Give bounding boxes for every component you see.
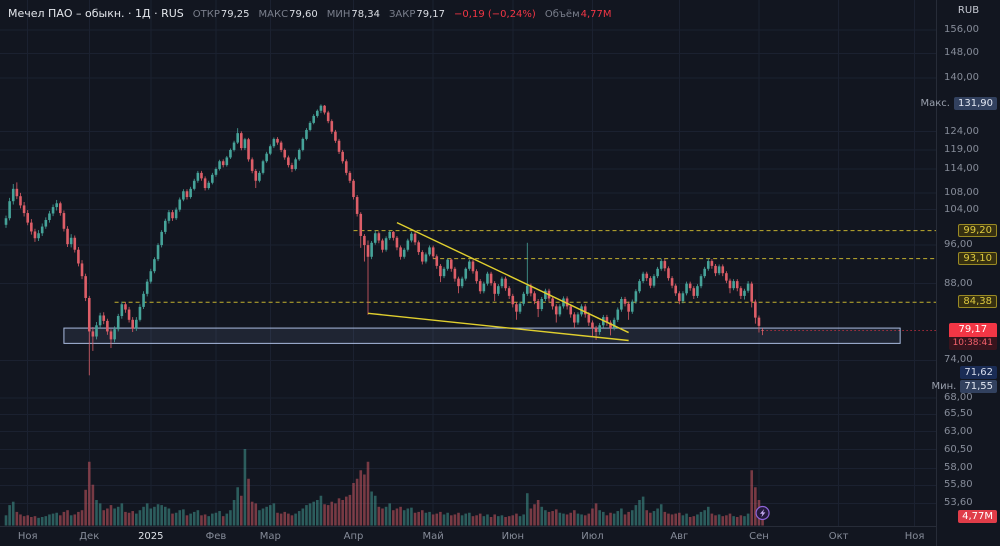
time-tick-label: Авг: [670, 531, 689, 542]
time-tick-label: Сен: [749, 531, 769, 542]
price-tick-label: 148,00: [944, 47, 979, 59]
low-value: 78,34: [351, 9, 381, 20]
time-tick-label: Окт: [828, 531, 849, 542]
time-tick-label: Май: [422, 531, 444, 542]
last-price-stack: 79,17 10:38:41: [948, 323, 997, 351]
price-tick-label: 65,50: [944, 408, 973, 420]
price-tick-label: 53,60: [944, 497, 973, 509]
candles: [4, 104, 764, 376]
open-field: ОТКР 79,25: [193, 9, 250, 20]
price-tick-label: 60,50: [944, 443, 973, 455]
price-tick-label: 96,00: [944, 239, 973, 251]
chart-legend: Мечел ПАО – обыкн. · 1Д · RUS ОТКР 79,25 …: [8, 7, 612, 20]
open-label: ОТКР: [192, 9, 220, 20]
low-price-row: Мин. 71,55: [931, 380, 997, 394]
trend-line[interactable]: [367, 312, 629, 342]
volume-field: Объём 4,77М: [545, 9, 612, 20]
low-label: МИН: [326, 9, 351, 20]
time-tick-label: Фев: [205, 531, 227, 542]
price-tick-label: 63,00: [944, 425, 973, 437]
price-tick-label: 58,00: [944, 462, 973, 474]
countdown-badge: 10:38:41: [948, 337, 997, 351]
low-field: МИН 78,34: [327, 9, 380, 20]
close-label: ЗАКР: [389, 9, 416, 20]
time-axis[interactable]: Ноя Дек 2025 Фев Мар Апр Май Июн Июл Авг Сен Окт Ноя: [0, 526, 936, 546]
time-tick-label: Июн: [501, 531, 525, 542]
level-price-badge: 99,20: [958, 223, 997, 237]
price-tick-label: 88,00: [944, 277, 973, 289]
volume-label: Объём: [544, 9, 580, 20]
change-value: −0,19 (−0,24%): [454, 9, 536, 20]
volume-row: 4,77М: [958, 510, 997, 523]
currency-label: RUB: [957, 5, 980, 16]
time-tick-label: Ноя: [17, 531, 38, 542]
time-tick-label: 2025: [138, 531, 164, 542]
price-tick-label: 114,00: [944, 162, 979, 174]
level-row: 99,20: [958, 223, 997, 237]
price-tick-label: 119,00: [944, 143, 979, 155]
price-tick-label: 104,00: [944, 203, 979, 215]
level-row: 93,10: [958, 251, 997, 265]
time-tick-label: Ноя: [904, 531, 925, 542]
price-axis[interactable]: RUB 156,00 148,00 140,00 124,00 119,00 114,00…: [921, 0, 1000, 546]
price-tick-label: 68,00: [944, 391, 973, 403]
low-price-badge: 71,55: [960, 380, 997, 394]
price-tick-label: 156,00: [944, 24, 979, 35]
high-label: МАКС: [258, 9, 289, 20]
close-value: 79,17: [416, 9, 446, 20]
time-tick-label: Мар: [259, 531, 281, 542]
close-field: ЗАКР 79,17: [389, 9, 445, 20]
trend-line[interactable]: [396, 221, 629, 334]
volume-value: 4,77М: [580, 9, 612, 20]
level-row: 84,38: [958, 295, 997, 309]
level-price-badge: 93,10: [958, 251, 997, 265]
support-zone-box[interactable]: [63, 327, 901, 344]
alert-price-badge: 71,62: [960, 366, 997, 380]
high-prefix-label: Макс.: [920, 98, 950, 110]
high-price-badge: 131,90: [954, 97, 997, 111]
level-price-badge: 84,38: [958, 295, 997, 309]
time-tick-label: Июл: [581, 531, 604, 542]
price-tick-label: 124,00: [944, 125, 979, 137]
volume-badge: 4,77М: [958, 510, 997, 523]
high-value: 79,60: [289, 9, 318, 20]
symbol-title[interactable]: Мечел ПАО – обыкн. · 1Д · RUS: [8, 7, 184, 20]
low-prefix-label: Мин.: [931, 381, 957, 393]
event-marker-icon[interactable]: [755, 505, 770, 521]
price-tick-label: 108,00: [944, 186, 979, 198]
price-tick-label: 140,00: [944, 71, 979, 83]
price-tick-label: 55,80: [944, 479, 973, 491]
price-tick-label: 74,00: [944, 354, 973, 366]
open-value: 79,25: [220, 9, 250, 20]
time-tick-label: Дек: [79, 531, 100, 542]
high-price-row: Макс. 131,90: [920, 97, 997, 111]
alert-row: 71,62: [960, 366, 997, 380]
time-tick-label: Апр: [343, 531, 364, 542]
high-field: МАКС 79,60: [259, 9, 318, 20]
volume-bars: [4, 449, 764, 526]
last-price-badge: 79,17: [948, 323, 997, 338]
grid-lines: [0, 0, 936, 526]
